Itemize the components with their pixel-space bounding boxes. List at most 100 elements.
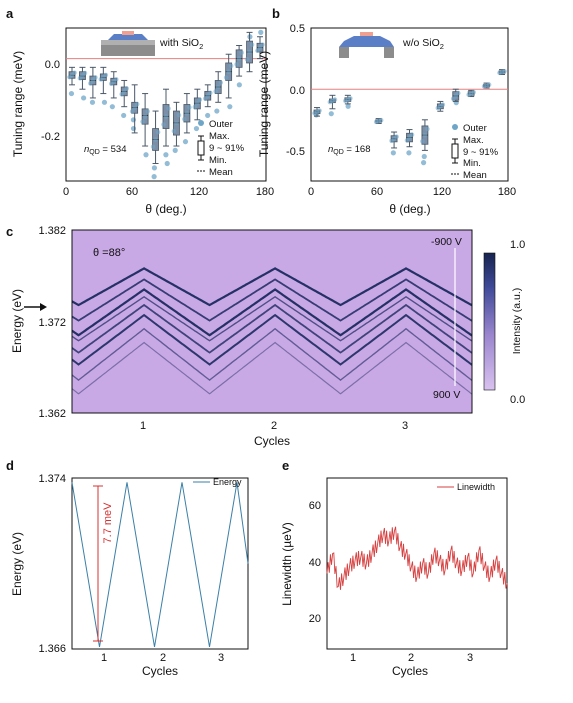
voltage-top-label: -900 V xyxy=(431,236,462,248)
outlier-point xyxy=(258,30,263,35)
panel-c-xticks: 1 2 3 xyxy=(140,420,408,432)
data-point xyxy=(394,134,399,139)
panel-b-ylabel: Tuning range (meV) xyxy=(257,51,271,157)
panel-a-xtick: 180 xyxy=(256,186,274,198)
panel-e-letter: e xyxy=(282,458,289,473)
panel-b: b 0.5 0.0 -0.5 0 60 120 180 θ (deg.) Tun… xyxy=(257,6,516,216)
range-annotation-label: 7.7 meV xyxy=(102,502,114,544)
panel-a-legend: Outer Max. 9 ~ 91% Min. Mean xyxy=(197,119,245,178)
data-point xyxy=(245,57,250,62)
data-point xyxy=(166,106,171,111)
legend-min-label: Min. xyxy=(463,158,481,169)
outlier-point xyxy=(102,100,107,105)
data-point xyxy=(348,96,353,101)
linewidth-series xyxy=(327,527,507,590)
panel-c-angle-annotation: θ =88° xyxy=(93,247,125,259)
panel-d-letter: d xyxy=(6,458,14,473)
panel-e-xtick: 2 xyxy=(408,652,414,664)
panel-e-ytick: 60 xyxy=(309,500,321,512)
colorbar-label: Intensity (a.u.) xyxy=(511,288,523,355)
panel-d-ylabel: Energy (eV) xyxy=(10,532,24,596)
panel-a-xtick: 120 xyxy=(190,186,208,198)
panel-b-xtick: 120 xyxy=(433,186,451,198)
panel-a-ylabel: Tuning range (meV) xyxy=(11,51,25,157)
panel-e-ylabel: Linewidth (µeV) xyxy=(280,522,294,606)
data-point xyxy=(224,75,229,80)
panel-a-boxes xyxy=(67,30,265,179)
outlier-point xyxy=(391,150,396,155)
colorbar xyxy=(484,253,495,390)
linewidth-line xyxy=(327,527,507,590)
panel-b-xtick: 0 xyxy=(308,186,314,198)
panel-b-xtick: 60 xyxy=(371,186,383,198)
data-point xyxy=(425,127,430,132)
data-point xyxy=(234,62,239,67)
electrode-shape xyxy=(122,31,134,35)
panel-a-inset-label: with SiO2 xyxy=(159,37,203,51)
oxide-shape xyxy=(101,40,155,45)
electrode-shape xyxy=(360,32,373,36)
outlier-point xyxy=(152,165,157,170)
outlier-point xyxy=(237,82,242,87)
outlier-point xyxy=(346,104,351,109)
panel-b-xticks: 0 60 120 180 xyxy=(308,186,516,198)
panel-d-ytick: 1.374 xyxy=(38,473,66,485)
outlier-point xyxy=(152,174,157,179)
outlier-point xyxy=(121,113,126,118)
data-point xyxy=(379,118,384,123)
panel-c-yticks: 1.382 1.372 1.362 xyxy=(38,225,66,420)
data-point xyxy=(177,113,182,118)
substrate-left-shape xyxy=(339,47,349,58)
panel-b-ytick: 0.0 xyxy=(290,85,305,97)
legend-mean-label: Mean xyxy=(463,170,487,181)
panel-d-xtick: 2 xyxy=(160,652,166,664)
data-point xyxy=(198,97,203,102)
legend-outer-marker xyxy=(198,120,204,126)
data-point xyxy=(164,114,169,119)
outlier-point xyxy=(173,148,178,153)
data-point xyxy=(143,114,148,119)
data-point xyxy=(456,91,461,96)
panel-a-device-inset xyxy=(101,31,155,56)
outlier-point xyxy=(90,100,95,105)
legend-linewidth-label: Linewidth xyxy=(457,482,495,492)
panel-e-xticks: 1 2 3 xyxy=(350,652,473,664)
legend-outer-marker xyxy=(452,124,458,130)
data-point xyxy=(135,102,140,107)
panel-b-yticks: 0.5 0.0 -0.5 xyxy=(286,23,305,158)
data-point xyxy=(216,85,221,90)
outlier-point xyxy=(406,150,411,155)
legend-range-label: 9 ~ 91% xyxy=(463,147,499,158)
data-point xyxy=(185,111,190,116)
data-point xyxy=(471,90,476,95)
panel-e: e 60 40 20 1 2 3 Cycles Linewidth (µeV) … xyxy=(280,458,507,678)
panel-c-ytick: 1.362 xyxy=(38,408,66,420)
outlier-point xyxy=(131,126,136,131)
data-point xyxy=(153,137,158,142)
data-point xyxy=(237,56,242,61)
data-point xyxy=(161,122,166,127)
panel-e-xlabel: Cycles xyxy=(392,664,428,678)
legend-max-label: Max. xyxy=(463,135,484,146)
panel-e-xtick: 3 xyxy=(467,652,473,664)
panel-b-n-count: nQD = 168 xyxy=(328,144,370,156)
data-point xyxy=(423,133,428,138)
range-annotation: 7.7 meV xyxy=(93,486,114,641)
panel-d-xlabel: Cycles xyxy=(142,664,178,678)
panel-e-ytick: 40 xyxy=(309,557,321,569)
panel-d-yticks: 1.374 1.366 xyxy=(38,473,66,655)
panel-a-ytick: -0.2 xyxy=(41,131,60,143)
panel-a-xtick: 0 xyxy=(63,186,69,198)
panel-b-xtick: 180 xyxy=(498,186,516,198)
panel-d-xtick: 1 xyxy=(101,652,107,664)
panel-b-ytick: -0.5 xyxy=(286,146,305,158)
arrow-icon xyxy=(24,303,47,311)
panel-d-xticks: 1 2 3 xyxy=(101,652,224,664)
panel-d-ytick: 1.366 xyxy=(38,643,66,655)
data-point xyxy=(208,91,213,96)
panel-e-yticks: 60 40 20 xyxy=(309,500,321,625)
data-point xyxy=(145,109,150,114)
data-point xyxy=(333,97,338,102)
data-point xyxy=(114,77,119,82)
panel-c-ytick: 1.382 xyxy=(38,225,66,237)
